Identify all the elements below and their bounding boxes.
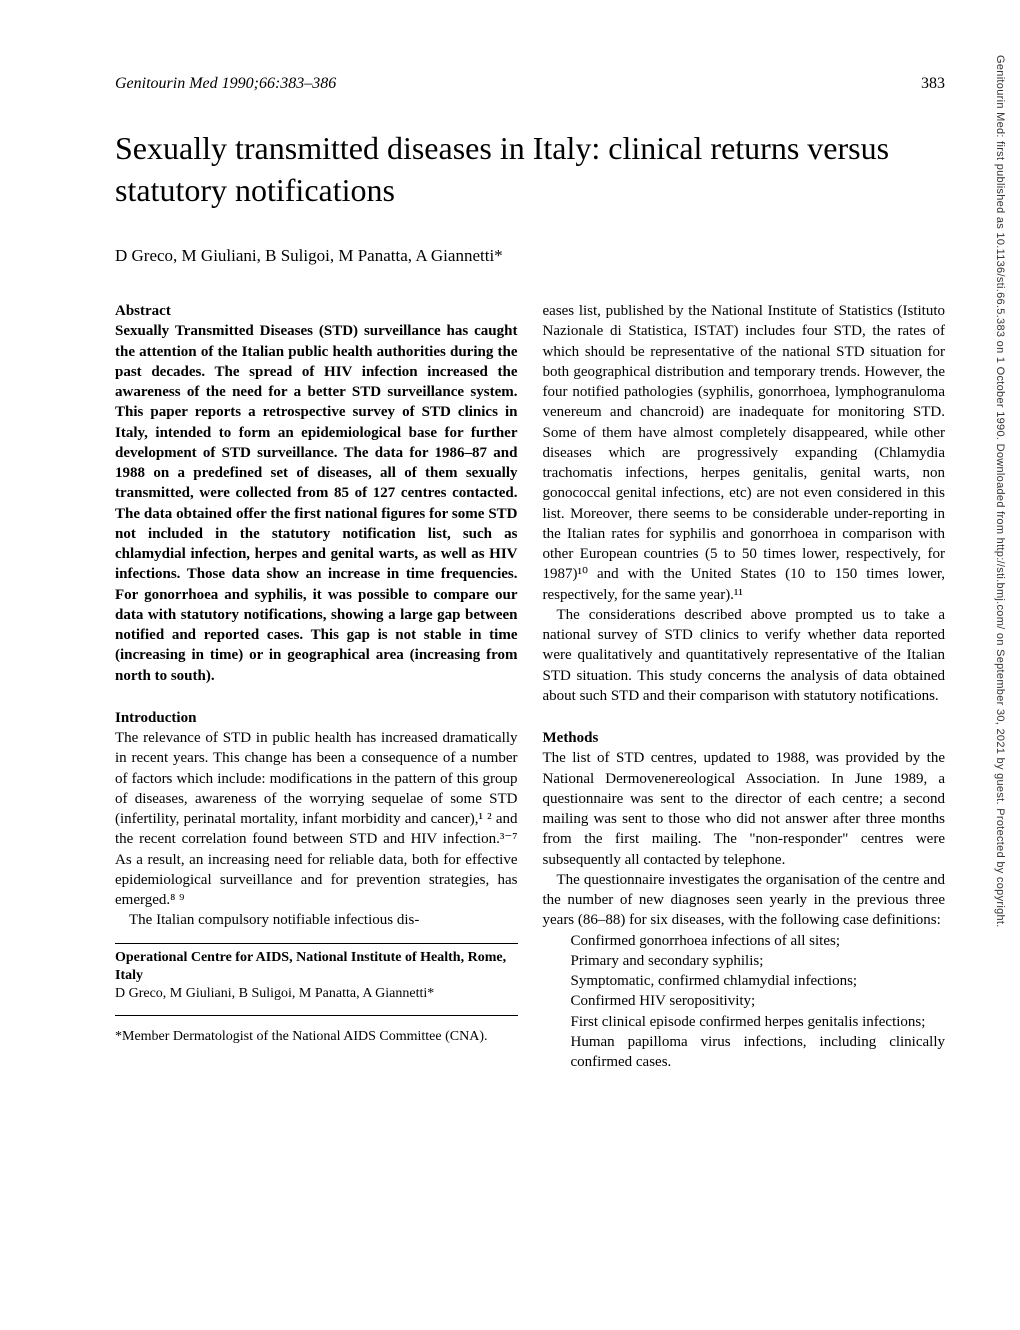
abstract-heading: Abstract	[115, 301, 518, 321]
right-column: eases list, published by the National In…	[543, 301, 946, 1072]
footnote: *Member Dermatologist of the National AI…	[115, 1028, 518, 1047]
list-item: Confirmed HIV seropositivity;	[571, 991, 946, 1011]
left-column: Abstract Sexually Transmitted Diseases (…	[115, 301, 518, 1072]
two-column-layout: Abstract Sexually Transmitted Diseases (…	[115, 301, 945, 1072]
right-para1: eases list, published by the National In…	[543, 301, 946, 605]
list-item: Primary and secondary syphilis;	[571, 951, 946, 971]
affiliation-authors: D Greco, M Giuliani, B Suligoi, M Panatt…	[115, 985, 518, 1003]
methods-para2: The questionnaire investigates the organ…	[543, 870, 946, 931]
list-item: First clinical episode confirmed herpes …	[571, 1012, 946, 1032]
right-para2: The considerations described above promp…	[543, 605, 946, 706]
disease-definition-list: Confirmed gonorrhoea infections of all s…	[543, 931, 946, 1073]
introduction-heading: Introduction	[115, 708, 518, 728]
methods-heading: Methods	[543, 728, 946, 748]
journal-reference: Genitourin Med 1990;66:383–386	[115, 75, 336, 93]
abstract-body: Sexually Transmitted Diseases (STD) surv…	[115, 321, 518, 686]
affiliation-title: Operational Centre for AIDS, National In…	[115, 949, 518, 985]
list-item: Symptomatic, confirmed chlamydial infect…	[571, 971, 946, 991]
article-title: Sexually transmitted diseases in Italy: …	[115, 128, 945, 211]
sidebar-citation: Genitourin Med: first published as 10.11…	[994, 55, 1006, 928]
header-row: Genitourin Med 1990;66:383–386 383	[115, 75, 945, 93]
list-item: Confirmed gonorrhoea infections of all s…	[571, 931, 946, 951]
affiliation-block: Operational Centre for AIDS, National In…	[115, 949, 518, 1004]
introduction-para2: The Italian compulsory notifiable infect…	[115, 910, 518, 930]
methods-para1: The list of STD centres, updated to 1988…	[543, 748, 946, 870]
introduction-para1: The relevance of STD in public health ha…	[115, 728, 518, 910]
list-item: Human papilloma virus infections, includ…	[571, 1032, 946, 1073]
author-list: D Greco, M Giuliani, B Suligoi, M Panatt…	[115, 246, 945, 266]
separator-rule-bottom	[115, 1015, 518, 1016]
separator-rule-top	[115, 943, 518, 944]
page-number: 383	[921, 75, 945, 93]
